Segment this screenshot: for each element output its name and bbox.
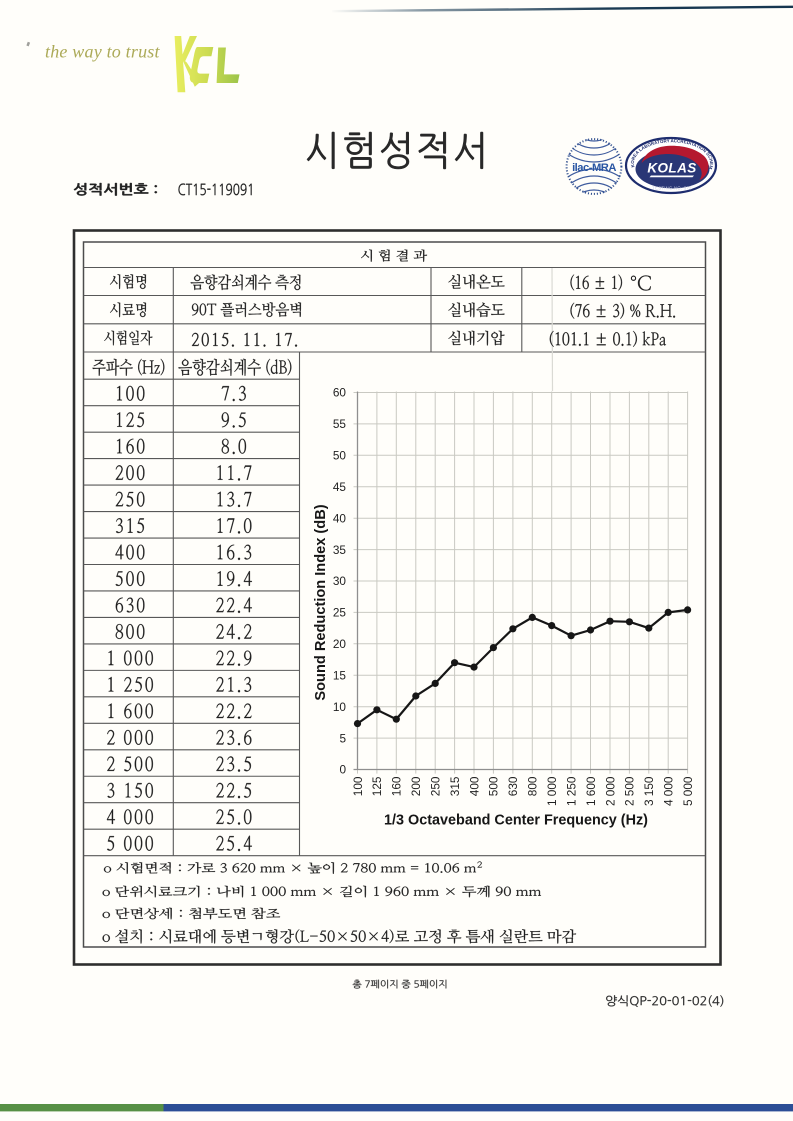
svg-text:20: 20 [333, 637, 347, 651]
svg-text:10: 10 [333, 700, 347, 714]
svg-text:1 600: 1 600 [584, 776, 598, 806]
svg-text:45: 45 [333, 480, 347, 494]
svg-text:400: 400 [467, 776, 481, 796]
svg-text:Sound Reduction Index (dB): Sound Reduction Index (dB) [313, 504, 329, 700]
svg-text:ilac-MRA: ilac-MRA [572, 162, 616, 174]
svg-text:50: 50 [333, 449, 347, 463]
svg-text:1 250: 1 250 [564, 776, 578, 806]
svg-text:125: 125 [370, 776, 384, 796]
svg-text:160: 160 [390, 776, 404, 796]
svg-text:TESTING NO. 372: TESTING NO. 372 [652, 186, 692, 191]
svg-text:3 150: 3 150 [642, 776, 656, 806]
svg-text:55: 55 [333, 417, 347, 431]
svg-text:2 500: 2 500 [623, 776, 637, 806]
svg-text:0: 0 [339, 763, 346, 777]
svg-text:630: 630 [506, 776, 520, 796]
svg-text:60: 60 [333, 386, 347, 400]
svg-text:KOLAS: KOLAS [647, 161, 696, 176]
svg-text:800: 800 [526, 776, 540, 796]
svg-text:30: 30 [333, 574, 347, 588]
svg-text:25: 25 [333, 606, 347, 620]
svg-text:40: 40 [333, 511, 347, 525]
svg-text:15: 15 [333, 669, 347, 683]
svg-text:5: 5 [339, 731, 346, 745]
svg-text:1/3 Octaveband Center Frequenc: 1/3 Octaveband Center Frequency (Hz) [384, 813, 648, 829]
svg-text:250: 250 [429, 776, 443, 796]
svg-text:1 000: 1 000 [545, 776, 559, 806]
svg-text:4 000: 4 000 [662, 776, 676, 806]
svg-text:the way to trust: the way to trust [45, 42, 160, 62]
svg-text:2 000: 2 000 [603, 776, 617, 806]
svg-text:5 000: 5 000 [681, 776, 695, 806]
svg-text:200: 200 [409, 776, 423, 796]
svg-text:500: 500 [487, 776, 501, 796]
svg-text:100: 100 [351, 776, 365, 796]
svg-text:35: 35 [333, 543, 347, 557]
svg-text:315: 315 [448, 776, 462, 796]
